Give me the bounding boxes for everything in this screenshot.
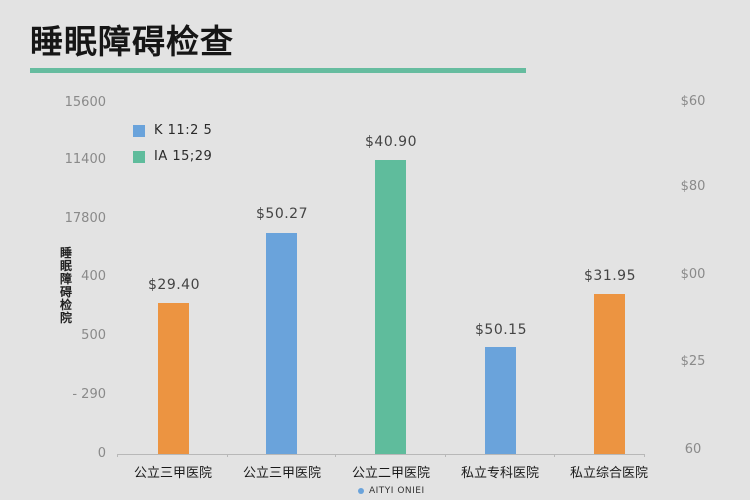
left-y-tick: 400 <box>81 269 106 284</box>
right-y-tick: 60 <box>684 442 702 457</box>
legend-swatch-green <box>133 150 145 163</box>
bar-value-label: $31.95 <box>584 268 636 284</box>
right-y-tick: $60 <box>680 94 706 109</box>
right-y-tick: $80 <box>680 179 706 194</box>
x-category-label: 私立综合医院 <box>569 466 648 481</box>
left-y-tick: 15600 <box>64 95 106 110</box>
bar <box>485 347 516 454</box>
footer-legend: AITYI ONIEI <box>358 486 425 496</box>
legend-item: IA 15;29 <box>133 149 212 164</box>
bar <box>594 294 625 454</box>
y-axis-label: 睡眠障碍检院 <box>60 246 73 325</box>
left-y-tick: 11400 <box>64 152 106 167</box>
right-y-tick: $00 <box>680 267 706 282</box>
x-axis-tick <box>644 454 645 457</box>
x-axis-tick <box>335 454 336 457</box>
x-axis-tick <box>117 454 118 457</box>
bar-value-label: $40.90 <box>365 134 417 150</box>
left-y-tick: 17800 <box>64 211 106 226</box>
x-axis-line <box>117 454 645 455</box>
bar-value-label: $50.27 <box>256 206 308 222</box>
right-y-tick: $25 <box>680 354 706 369</box>
chart-title: 睡眠障碍检查 <box>30 22 234 61</box>
left-y-tick: - 290 <box>72 387 106 402</box>
x-category-label: 公立二甲医院 <box>351 466 430 481</box>
x-axis-tick <box>227 454 228 457</box>
legend-item: K 11:2 5 <box>133 123 212 138</box>
x-axis-tick <box>554 454 555 457</box>
bar-value-label: $50.15 <box>475 322 527 338</box>
bar-value-label: $29.40 <box>148 277 200 293</box>
bar <box>266 233 297 454</box>
bar <box>158 303 189 454</box>
legend-swatch-blue <box>133 124 145 137</box>
left-y-tick: 500 <box>81 328 106 343</box>
bar <box>375 160 406 454</box>
x-category-label: 公立三甲医院 <box>242 466 321 481</box>
x-category-label: 私立专科医院 <box>460 466 539 481</box>
legend-dot-icon <box>358 488 364 494</box>
left-y-tick: 0 <box>97 446 106 461</box>
legend-label: IA 15;29 <box>154 149 213 164</box>
footer-legend-label: AITYI ONIEI <box>369 486 425 496</box>
x-axis-tick <box>445 454 446 457</box>
x-category-label: 公立三甲医院 <box>133 466 212 481</box>
legend-label: K 11:2 5 <box>154 123 213 138</box>
title-underline <box>30 68 526 73</box>
